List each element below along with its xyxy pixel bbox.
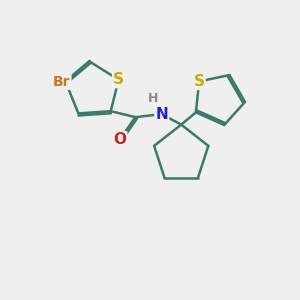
Text: S: S bbox=[194, 74, 205, 89]
Text: N: N bbox=[155, 106, 168, 122]
Text: Br: Br bbox=[53, 75, 70, 89]
Text: O: O bbox=[113, 132, 126, 147]
Text: H: H bbox=[148, 92, 158, 105]
Text: S: S bbox=[113, 72, 124, 87]
